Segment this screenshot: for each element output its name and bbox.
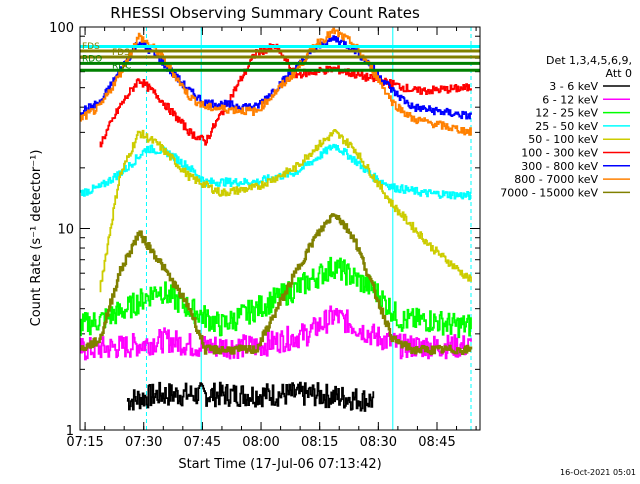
x-tick-label: 07:45 [184, 435, 221, 450]
status-line-label: RDO [82, 54, 102, 64]
series-line [80, 27, 472, 136]
legend-entry-label: 50 - 100 keV [528, 133, 598, 146]
series-line [80, 256, 472, 339]
status-line-label: FDS [112, 48, 130, 58]
x-tick-label: 07:30 [125, 435, 162, 450]
legend-title-line-2: Att 0 [606, 67, 632, 80]
status-lines: FDS FDS RDO RDC [80, 42, 480, 72]
legend-entry-label: 12 - 25 keV [535, 107, 598, 120]
legend-entry-label: 300 - 800 keV [521, 160, 598, 173]
x-tick-label: 08:15 [301, 435, 338, 450]
x-tick-label: 08:00 [242, 435, 279, 450]
status-line-label: FDS [82, 42, 100, 52]
y-tick-label: 10 [57, 223, 74, 238]
series-line [99, 43, 472, 148]
series-lines [79, 27, 473, 412]
status-line-label: RDC [112, 61, 131, 71]
x-axis-label: Start Time (17-Jul-06 07:13:42) [178, 457, 381, 472]
y-tick-label: 100 [49, 21, 74, 36]
y-tick-label: 1 [66, 424, 74, 439]
series-line [80, 305, 472, 361]
legend-entry-label: 100 - 300 keV [521, 147, 598, 160]
legend-entry-label: 25 - 50 keV [535, 120, 598, 133]
axis-ticks: 07:15 07:30 07:45 08:00 08:15 08:30 08:45 1 10 10… [49, 21, 480, 450]
series-line [126, 381, 375, 412]
legend-entry-label: 3 - 6 keV [549, 80, 598, 93]
series-line [99, 129, 472, 293]
plot-border [79, 26, 481, 431]
legend-title-line-1: Det 1,3,4,5,6,9, [546, 54, 632, 67]
x-tick-label: 08:30 [360, 435, 397, 450]
series-line [79, 213, 473, 355]
plot-frame [79, 26, 481, 431]
footer-timestamp: 16-Oct-2021 05:01 [560, 468, 636, 477]
x-tick-label: 08:45 [418, 435, 455, 450]
y-axis-label: Count Rate (s⁻¹ detector⁻¹) [29, 150, 44, 327]
legend-entry-label: 7000 - 15000 keV [500, 186, 598, 199]
legend-entry-label: 800 - 7000 keV [514, 173, 598, 186]
chart-title: RHESSI Observing Summary Count Rates [110, 4, 420, 22]
x-tick-label: 07:15 [66, 435, 103, 450]
legend-entry-label: 6 - 12 keV [542, 93, 598, 106]
